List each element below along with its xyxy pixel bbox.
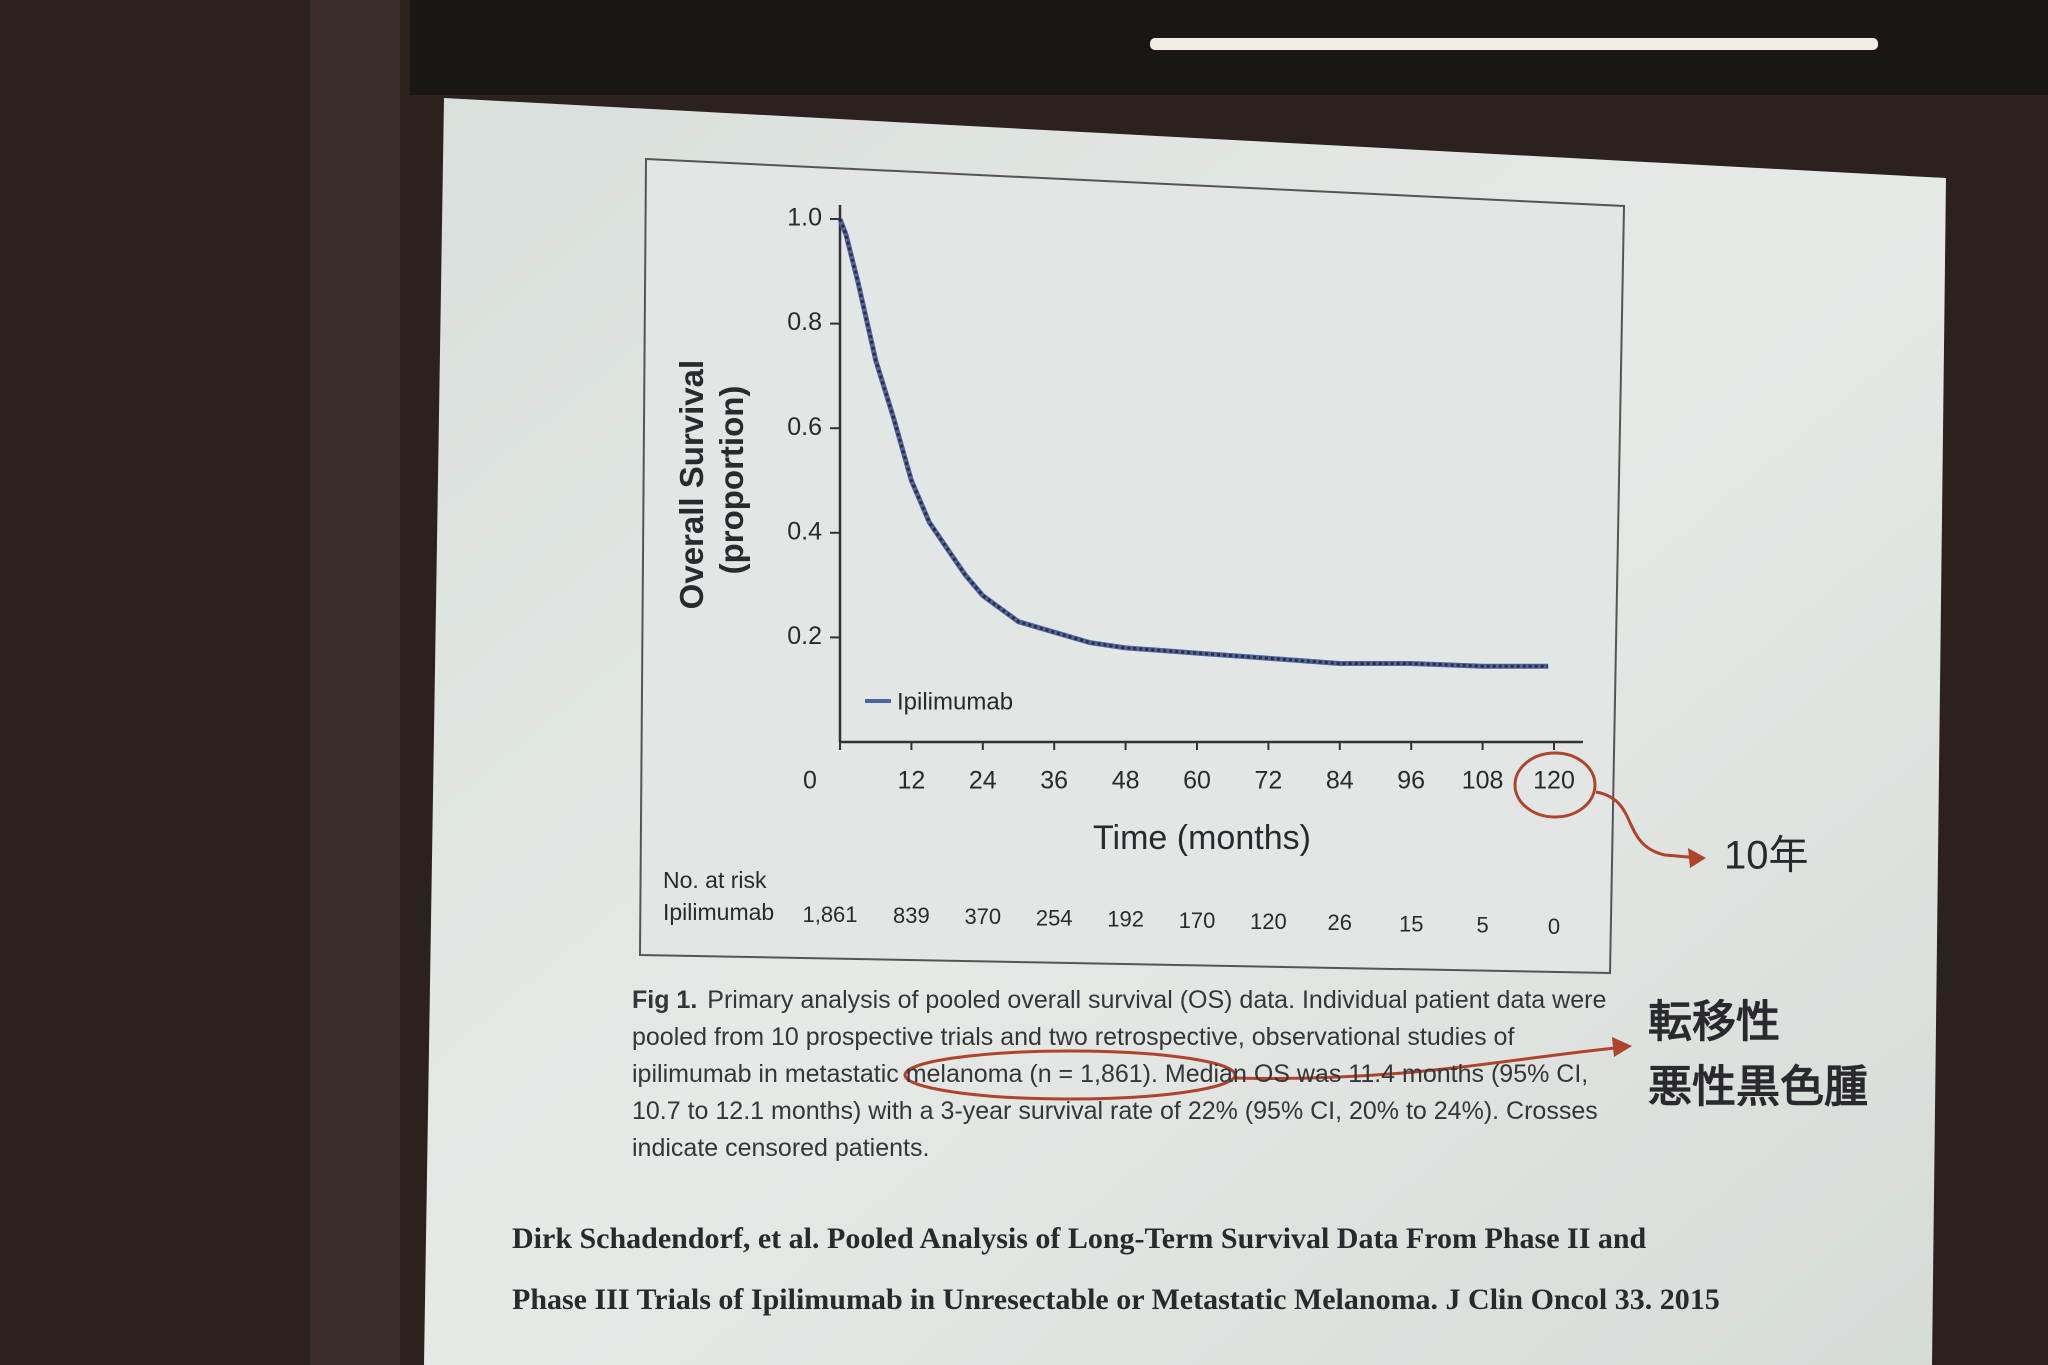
at-risk-value: 26 [1328,910,1352,935]
y-axis-label-line: (proportion) [713,386,750,575]
x-tick-label: 48 [1112,767,1140,795]
caption-label: Fig 1. [632,986,698,1014]
at-risk-value: 1,861 [802,902,857,927]
annotation: 転移性 [1648,998,1780,1047]
x-tick-label: 12 [897,767,925,795]
arrow [1595,790,1701,860]
citation: Dirk Schadendorf, et al. Pooled Analysis… [512,1222,1647,1255]
at-risk-value: 839 [893,903,930,928]
highlight-circle [903,1049,1237,1101]
figure-frame [638,157,1626,975]
at-risk-title: No. at risk [663,867,767,893]
at-risk-value: 5 [1476,913,1488,938]
y-axis-label: Overall Survival (proportion) [673,351,750,610]
x-tick-label: 72 [1254,767,1282,795]
at-risk-value: 0 [1548,914,1560,939]
at-risk-value: 370 [964,904,1001,929]
arrow [1235,1046,1616,1080]
at-risk-value: 120 [1250,909,1287,934]
at-risk-value: 170 [1179,908,1216,933]
x-tick-label: 0 [803,767,817,795]
x-tick-label: 120 [1533,767,1575,795]
y-tick-label: 0.4 [787,517,822,545]
at-risk-value: 192 [1107,907,1144,932]
at-risk-value: 254 [1036,905,1073,930]
wall-edge [310,0,400,1365]
y-axis-label-line: Overall Survival [673,360,710,609]
x-tick-label: 96 [1397,767,1425,795]
caption: Fig 1. Primary analysis of pooled overall… [632,982,1622,1167]
arrow-head [1612,1037,1632,1057]
citation: Phase III Trials of Ipilimumab in Unrese… [512,1283,1720,1316]
y-tick-label: 0.8 [787,308,822,336]
caption-text: Primary analysis of pooled overall survi… [632,986,1607,1162]
x-axis-label: Time (months) [1093,819,1311,857]
survival-curve [837,218,1549,669]
x-tick-label: 60 [1183,767,1211,795]
y-tick-label: 0.6 [787,413,822,441]
y-tick-label: 1.0 [787,204,822,232]
x-tick-label: 108 [1462,767,1504,795]
light-strip [1150,38,1878,50]
at-risk-value: 15 [1399,911,1423,936]
annotation: 悪性黒色腫 [1648,1063,1868,1112]
x-tick-label: 36 [1040,767,1068,795]
y-tick-label: 0.2 [787,622,822,650]
x-tick-label: 24 [969,767,997,795]
at-risk-label: Ipilimumab [663,899,774,925]
legend-label: Ipilimumab [897,688,1013,715]
arrow-head [1688,848,1706,868]
annotation: 10年 [1724,834,1809,878]
highlight-circle [1513,751,1597,819]
x-tick-label: 84 [1326,767,1354,795]
